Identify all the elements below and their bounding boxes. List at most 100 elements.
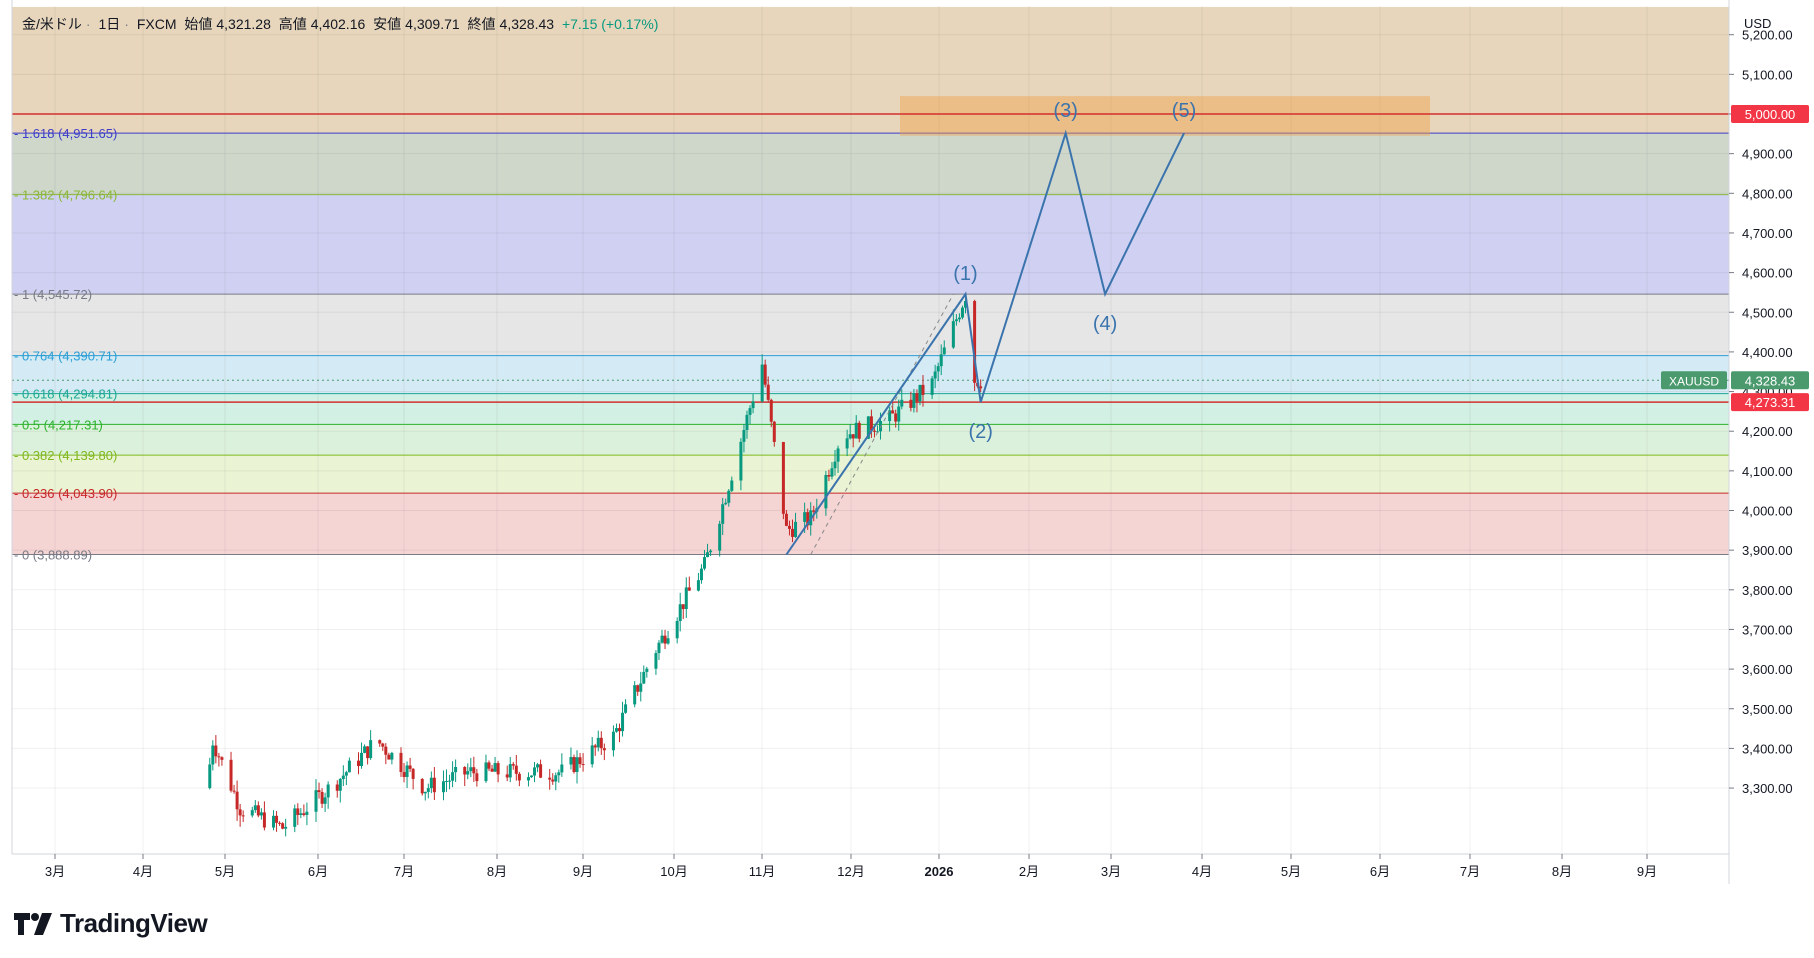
- tradingview-logo[interactable]: TradingView: [14, 908, 208, 939]
- candle-body: [590, 745, 594, 765]
- candle-body: [402, 772, 406, 777]
- candle-body: [429, 777, 433, 789]
- target-zone: [900, 96, 1430, 136]
- fib-level-label: - 1 (4,545.72): [14, 287, 92, 302]
- price-badge[interactable]: [1731, 371, 1809, 390]
- candle-body: [253, 805, 257, 811]
- candle-body: [536, 764, 540, 768]
- price-tick-label: 4,800.00: [1742, 186, 1793, 201]
- candle-body: [551, 779, 555, 782]
- price-tick-label: 4,200.00: [1742, 424, 1793, 439]
- candle-body: [872, 430, 876, 432]
- candle-body: [772, 421, 776, 442]
- currency-label: USD: [1744, 16, 1771, 31]
- candle-body: [493, 763, 497, 772]
- candle-body: [833, 461, 837, 469]
- candle-body: [445, 780, 449, 782]
- time-tick-label: 3月: [1101, 864, 1121, 879]
- candle-body: [639, 683, 643, 692]
- brand-name: TradingView: [60, 908, 208, 938]
- symbol-name[interactable]: 金/米ドル: [22, 16, 82, 32]
- candle-body: [784, 513, 788, 526]
- candle-body: [897, 406, 901, 422]
- support-badge-text: 4,273.31: [1745, 395, 1796, 410]
- time-tick-label: 2月: [1019, 864, 1039, 879]
- header-separator: ·: [85, 16, 91, 32]
- price-tick-label: 4,400.00: [1742, 345, 1793, 360]
- price-tick-label: 4,600.00: [1742, 266, 1793, 281]
- candle-body: [399, 752, 403, 773]
- support-badge[interactable]: [1731, 393, 1809, 412]
- candle-body: [211, 745, 215, 765]
- time-tick-label: 4月: [1192, 864, 1212, 879]
- candle-body: [387, 754, 391, 760]
- candle-body: [381, 743, 385, 747]
- candle-body: [766, 384, 770, 400]
- price-tick-label: 4,000.00: [1742, 504, 1793, 519]
- candle-body: [730, 480, 734, 491]
- price-tick-label: 5,100.00: [1742, 67, 1793, 82]
- open-value: 4,321.28: [216, 16, 271, 32]
- fib-zone: [12, 294, 1729, 356]
- candle-body: [593, 745, 597, 748]
- candle-body: [699, 568, 703, 581]
- candle-body: [618, 728, 622, 732]
- fib-level-label: - 0.618 (4,294.81): [14, 387, 117, 402]
- candle-body: [954, 319, 958, 322]
- candle-body: [812, 510, 816, 512]
- candle-body: [751, 401, 755, 409]
- elliott-wave-path[interactable]: [785, 129, 1185, 556]
- time-tick-label: 11月: [749, 864, 776, 879]
- candle-body: [335, 784, 339, 791]
- candle-body: [621, 712, 625, 732]
- time-tick-label: 9月: [573, 864, 593, 879]
- candle-body: [748, 408, 752, 415]
- candle-body: [642, 671, 646, 684]
- candle-body: [581, 764, 585, 766]
- candle-body: [256, 805, 260, 816]
- candle-body: [548, 777, 552, 780]
- candle-body: [857, 422, 861, 439]
- candle-body: [918, 384, 922, 402]
- candle-body: [241, 815, 245, 817]
- candle-body: [915, 393, 919, 402]
- time-tick-label: 5月: [215, 864, 235, 879]
- candle-body: [794, 521, 798, 537]
- candle-body: [487, 762, 491, 769]
- candle-body: [727, 490, 731, 503]
- candle-body: [338, 779, 342, 791]
- fib-zone: [12, 133, 1729, 195]
- candle-body: [466, 771, 470, 775]
- symbol-tag[interactable]: [1661, 371, 1727, 390]
- candle-body: [278, 822, 282, 824]
- candle-body: [854, 422, 858, 439]
- candle-body: [511, 764, 515, 766]
- interval-label[interactable]: 1日: [98, 16, 121, 32]
- candle-body: [232, 790, 236, 792]
- candle-body: [293, 808, 297, 827]
- candle-body: [275, 815, 279, 823]
- wave-label: (3): [1053, 100, 1077, 122]
- candle-body: [326, 784, 330, 798]
- price-badge-text: 4,328.43: [1745, 373, 1796, 388]
- candle-body: [250, 810, 254, 816]
- candle-body: [469, 767, 473, 772]
- candle-body: [836, 448, 840, 462]
- candle-body: [259, 812, 263, 816]
- candle-body: [357, 760, 360, 767]
- target-badge[interactable]: [1731, 105, 1809, 123]
- candle-body: [302, 813, 306, 815]
- candle-body: [217, 756, 221, 758]
- candle-body: [851, 434, 855, 439]
- fib-level-label: - 0 (3,888.89): [14, 548, 92, 563]
- candle-body: [569, 757, 573, 765]
- candle-body: [320, 792, 324, 804]
- symbol-tag-text: XAUUSD: [1669, 374, 1719, 388]
- candle-body: [366, 746, 370, 759]
- candle-body: [936, 366, 940, 372]
- tradingview-logo-icon: [14, 912, 52, 935]
- candle-body: [933, 371, 937, 379]
- candle-body: [423, 791, 427, 794]
